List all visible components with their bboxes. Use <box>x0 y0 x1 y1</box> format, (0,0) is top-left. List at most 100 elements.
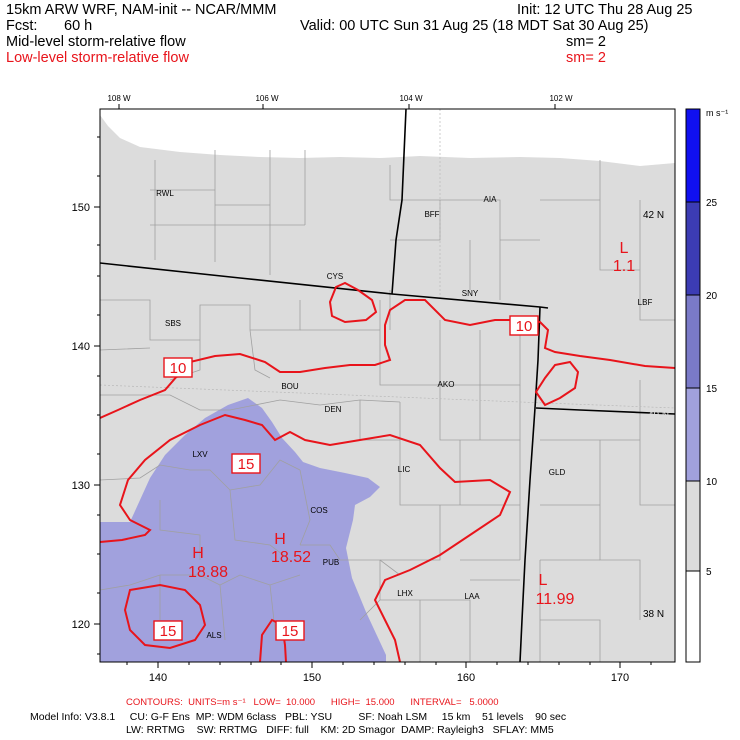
model-title: 15km ARW WRF, NAM-init -- NCAR/MMM <box>6 2 277 18</box>
contour-label-text: 10 <box>516 318 533 335</box>
extremum-value: 18.52 <box>271 549 311 566</box>
extremum-value: 18.88 <box>188 564 228 581</box>
city-label: CYS <box>327 272 343 281</box>
bottom-axis: 140 150 160 170 <box>126 662 652 684</box>
city-label: LHX <box>397 589 413 598</box>
extremum-type: H <box>274 531 286 548</box>
state-borders <box>100 109 675 662</box>
city-label: LBF <box>638 298 653 307</box>
forecast-label: Fcst: <box>6 18 38 34</box>
city-label: BOU <box>281 382 299 391</box>
model-info-line-2: LW: RRTMG SW: RRTMG DIFF: full KM: 2D Sm… <box>126 724 554 736</box>
longitude-label: 102 W <box>549 94 573 103</box>
latitude-label: 40 N <box>648 410 669 421</box>
city-label: SNY <box>462 289 479 298</box>
city-labels: RWL BFF AIA CYS SNY LBF SBS BOU DEN AKO … <box>156 189 652 640</box>
grid-x-label: 150 <box>303 672 321 684</box>
colorbar-label: 15 <box>706 384 718 395</box>
grid-y-label: 130 <box>72 480 90 492</box>
grid-x-label: 170 <box>611 672 629 684</box>
contour-label-10-east: 10 <box>509 315 539 336</box>
map-panel: 10 10 15 15 15 L 1.1 H 18.88 <box>100 109 675 662</box>
contour-10-southwest <box>123 583 207 650</box>
city-label: LIC <box>398 465 411 474</box>
longitude-label: 106 W <box>255 94 279 103</box>
city-label: AIA <box>484 195 498 204</box>
city-label: BFF <box>424 210 439 219</box>
fill-white-north <box>100 109 675 166</box>
colorbar-swatch <box>686 388 700 481</box>
city-label: GLD <box>549 468 566 477</box>
colorbar-label: 20 <box>706 291 718 302</box>
contour-10-loop-cys <box>328 281 378 324</box>
field-mid-level: Mid-level storm-relative flow <box>6 34 186 50</box>
longitude-label: 104 W <box>399 94 423 103</box>
colorbar-swatch <box>686 109 700 202</box>
map-frame <box>99 108 676 663</box>
grid-x-label: 140 <box>149 672 167 684</box>
contour-info: CONTOURS: UNITS=m s⁻¹ LOW= 10.000 HIGH= … <box>126 697 499 708</box>
colorbar-label: 25 <box>706 198 718 209</box>
city-label: RWL <box>156 189 174 198</box>
grid-y-label: 140 <box>72 341 90 353</box>
contour-label-text: 10 <box>170 360 187 377</box>
contour-label-10-west: 10 <box>163 357 193 378</box>
extremum-type: H <box>192 545 204 562</box>
city-label: ALS <box>206 631 221 640</box>
colorbar-label: 10 <box>706 477 718 488</box>
longitude-label: 108 W <box>107 94 131 103</box>
ne-ks-border <box>535 407 675 415</box>
latitude-label: 42 N <box>643 210 664 221</box>
extrema-markers: L 1.1 H 18.88 H 18.52 L 11.99 <box>188 240 635 608</box>
city-label: LXV <box>192 450 208 459</box>
grid-y-label: 120 <box>72 619 90 631</box>
colorbar-label: 5 <box>706 567 712 578</box>
forecast-hour: 60 h <box>64 18 93 34</box>
contour-10-northeast <box>100 299 675 419</box>
contour-label-text: 15 <box>238 456 255 473</box>
grid-x-label: 160 <box>457 672 475 684</box>
contour-label-group: 10 10 15 15 15 <box>153 315 539 641</box>
city-label: LAA <box>464 592 480 601</box>
co-ks-border <box>519 306 541 662</box>
extremum-value: 11.99 <box>536 591 575 608</box>
valid-time: Valid: 00 UTC Sun 31 Aug 25 (18 MDT Sat … <box>300 18 649 34</box>
field-low-level: Low-level storm-relative flow <box>6 50 189 66</box>
graticule <box>100 109 675 409</box>
extremum-type: L <box>620 240 629 257</box>
init-time: Init: 12 UTC Thu 28 Aug 25 <box>517 2 693 18</box>
latitude-label: 38 N <box>643 609 664 620</box>
colorbar-frame <box>685 108 701 663</box>
city-label: PUB <box>323 558 339 567</box>
colorbar: m s⁻¹ 25 20 15 10 5 <box>685 108 728 663</box>
grid-y-label: 150 <box>72 202 90 214</box>
colorbar-swatch <box>686 295 700 388</box>
city-label: AKO <box>438 380 455 389</box>
field-low-level-smoothing: sm= 2 <box>566 50 606 66</box>
extremum-value: 1.1 <box>613 258 635 275</box>
extremum-type: L <box>539 572 548 589</box>
contour-label-text: 15 <box>160 623 177 640</box>
contour-label-text: 15 <box>282 623 299 640</box>
colorbar-swatch <box>686 481 700 571</box>
city-label: SBS <box>165 319 181 328</box>
county-lines <box>100 150 675 662</box>
model-info-line-1: Model Info: V3.8.1 CU: G-F Ens MP: WDM 6… <box>30 711 567 723</box>
contour-label-15-north: 15 <box>231 453 261 474</box>
contours-10 <box>100 281 675 662</box>
city-label: COS <box>310 506 327 515</box>
city-label: DEN <box>325 405 342 414</box>
contour-10-loop-east <box>534 360 580 407</box>
top-axis: 108 W 106 W 104 W 102 W <box>107 94 573 109</box>
fill-lavender-region <box>100 398 386 662</box>
wy-ne-border <box>391 109 407 295</box>
colorbar-swatch <box>686 571 700 662</box>
colorbar-unit: m s⁻¹ <box>706 108 728 118</box>
left-axis: 150 140 130 120 <box>72 136 100 655</box>
latitude-labels: 42 N 40 N 38 N <box>643 210 669 620</box>
field-mid-level-smoothing: sm= 2 <box>566 34 606 50</box>
contour-10-main <box>100 413 512 662</box>
contour-label-15-south: 15 <box>275 620 305 641</box>
colorbar-swatch <box>686 202 700 295</box>
